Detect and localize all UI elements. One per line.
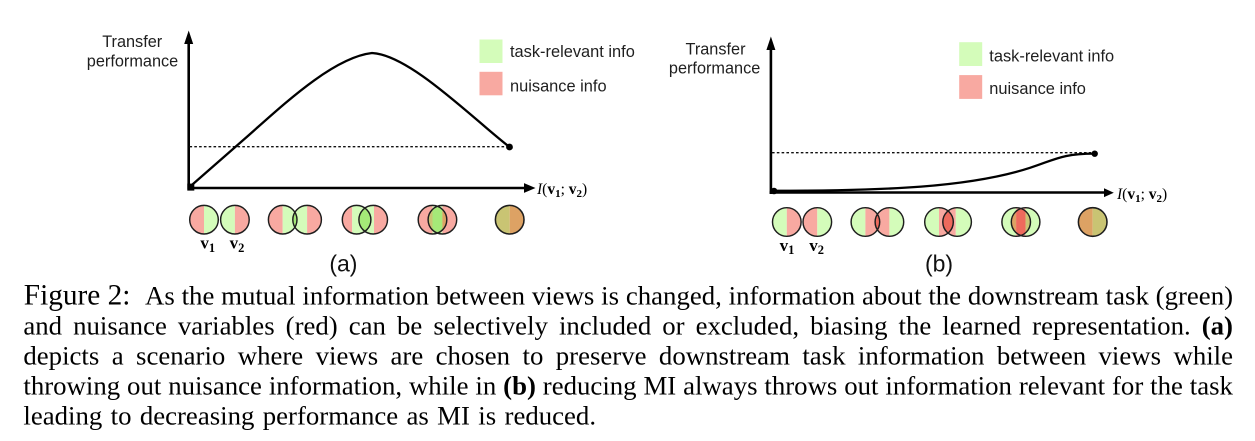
svg-text:v1: v1 — [780, 236, 795, 257]
svg-text:v1: v1 — [200, 234, 215, 255]
svg-text:task-relevant info: task-relevant info — [989, 48, 1114, 66]
svg-text:I(v1; v2): I(v1; v2) — [536, 181, 587, 200]
svg-text:I(v1; v2): I(v1; v2) — [1116, 186, 1167, 205]
svg-text:(a): (a) — [329, 251, 357, 277]
svg-text:nuisance info: nuisance info — [510, 78, 607, 96]
svg-text:As the mutual information betw: As the mutual information between views … — [145, 281, 1233, 311]
svg-text:nuisance info: nuisance info — [989, 80, 1086, 98]
svg-text:Figure 2:: Figure 2: — [24, 280, 131, 312]
svg-text:and nuisance variables (red) c: and nuisance variables (red) can be sele… — [23, 311, 1233, 341]
svg-text:v2: v2 — [809, 236, 824, 257]
svg-text:performance: performance — [669, 59, 760, 77]
svg-text:Transfer: Transfer — [685, 40, 746, 58]
svg-text:(b): (b) — [925, 251, 953, 277]
svg-text:depicts a scenario where views: depicts a scenario where views are chose… — [23, 341, 1233, 371]
svg-text:v2: v2 — [230, 234, 245, 255]
svg-text:leading to decreasing performa: leading to decreasing performance as MI … — [23, 401, 596, 431]
svg-text:task-relevant info: task-relevant info — [510, 43, 635, 61]
svg-text:Transfer: Transfer — [102, 33, 163, 51]
svg-text:throwing out nuisance informat: throwing out nuisance information, while… — [23, 370, 1233, 400]
svg-text:performance: performance — [87, 53, 178, 71]
